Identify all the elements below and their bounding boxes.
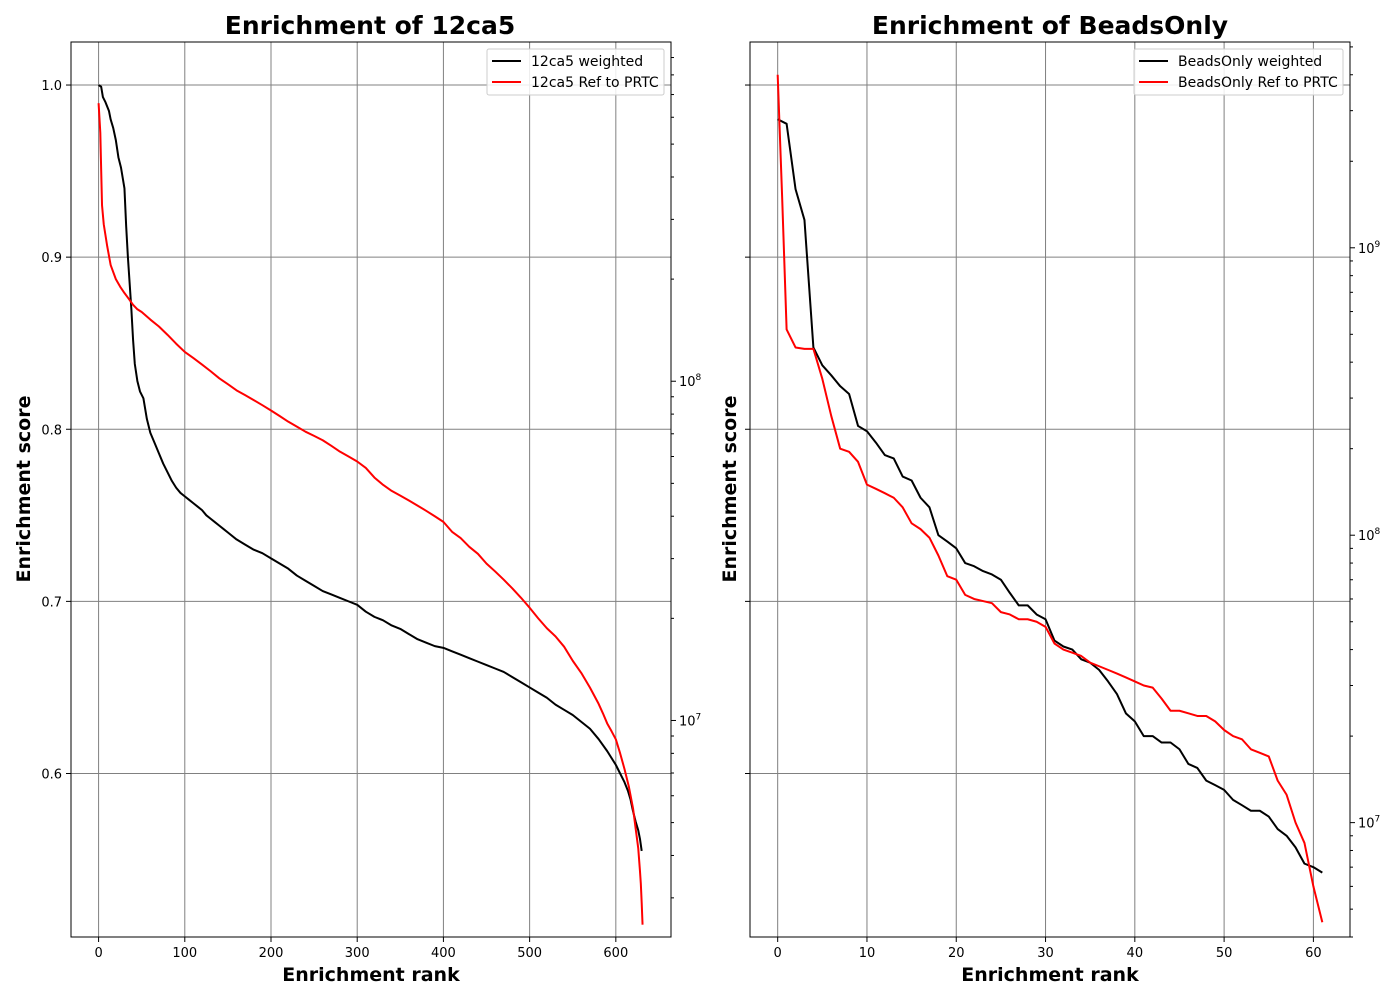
legend-label-beadsonly-weighted: BeadsOnly weighted (1178, 54, 1322, 70)
legend-12ca5: 12ca5 weighted 12ca5 Ref to PRTC (486, 48, 665, 96)
y-ticks-beadsonly (745, 84, 750, 774)
legend-beadsonly: BeadsOnly weighted BeadsOnly Ref to PRTC (1133, 48, 1344, 96)
chart-title-12ca5: Enrichment of 12ca5 (225, 11, 515, 40)
series-lines-12ca5 (97, 84, 644, 925)
right-tick-label-12ca5-1: 108 (679, 373, 702, 390)
plot-frame-12ca5 (70, 41, 672, 938)
y-axis-label-beadsonly: Enrichment score (719, 396, 741, 583)
series-line-12ca5-0 (98, 84, 643, 852)
right-ticks-beadsonly: 107 108 109 (1350, 46, 1381, 938)
series-line-beadsonly-0 (777, 118, 1323, 874)
plot-frame-beadsonly (749, 41, 1351, 938)
chart-title-beadsonly: Enrichment of BeadsOnly (872, 11, 1228, 40)
x-ticks-beadsonly: 0 10 20 30 40 50 60 (774, 937, 1322, 961)
y-tick-label-12ca5-4: 1.0 (41, 79, 62, 94)
series-line-beadsonly-1 (776, 74, 1324, 923)
x-tick-label-12ca5-1: 100 (172, 946, 197, 961)
right-tick-label-beadsonly-2: 109 (1358, 240, 1381, 257)
y-tick-label-12ca5-2: 0.8 (41, 423, 62, 438)
x-tick-label-12ca5-6: 600 (603, 946, 628, 961)
x-axis-label-12ca5: Enrichment rank (282, 964, 460, 986)
right-ticks-12ca5: 107 108 (671, 57, 702, 899)
x-tick-label-12ca5-2: 200 (259, 946, 284, 961)
x-tick-label-beadsonly-2: 20 (948, 946, 965, 961)
x-tick-label-beadsonly-0: 0 (774, 946, 782, 961)
legend-box-beadsonly (1133, 48, 1344, 96)
x-tick-label-beadsonly-6: 60 (1305, 946, 1322, 961)
x-tick-label-12ca5-0: 0 (94, 946, 102, 961)
legend-label-12ca5-weighted: 12ca5 weighted (531, 54, 643, 70)
series-lines-beadsonly (776, 74, 1324, 923)
y-axis-label-12ca5: Enrichment score (13, 396, 35, 583)
legend-box-12ca5 (486, 48, 665, 96)
legend-label-12ca5-ref: 12ca5 Ref to PRTC (531, 75, 659, 91)
x-tick-label-beadsonly-3: 30 (1037, 946, 1054, 961)
y-ticks-12ca5: 0.6 0.7 0.8 0.9 1.0 (41, 79, 71, 782)
chart-12ca5: Enrichment of 12ca5 0 100 200 300 400 500 600 … (13, 11, 702, 986)
x-tick-label-beadsonly-4: 40 (1127, 946, 1144, 961)
x-tick-label-12ca5-5: 500 (517, 946, 542, 961)
series-line-12ca5-1 (97, 103, 644, 925)
right-tick-label-beadsonly-1: 108 (1358, 527, 1381, 544)
grid-12ca5 (71, 42, 671, 937)
legend-label-beadsonly-ref: BeadsOnly Ref to PRTC (1178, 75, 1338, 91)
y-tick-label-12ca5-1: 0.7 (41, 595, 62, 610)
x-tick-label-beadsonly-5: 50 (1216, 946, 1233, 961)
x-axis-label-beadsonly: Enrichment rank (961, 964, 1139, 986)
x-tick-label-beadsonly-1: 10 (859, 946, 876, 961)
right-tick-label-beadsonly-0: 107 (1358, 815, 1380, 832)
chart-beadsonly: Enrichment of BeadsOnly 0 10 20 30 40 50 60 10… (719, 11, 1381, 986)
x-ticks-12ca5: 0 100 200 300 400 500 600 (94, 937, 628, 961)
y-tick-label-12ca5-3: 0.9 (41, 251, 62, 266)
right-tick-label-12ca5-0: 107 (679, 712, 701, 729)
x-tick-label-12ca5-4: 400 (431, 946, 456, 961)
y-tick-label-12ca5-0: 0.6 (41, 767, 62, 782)
x-tick-label-12ca5-3: 300 (345, 946, 370, 961)
